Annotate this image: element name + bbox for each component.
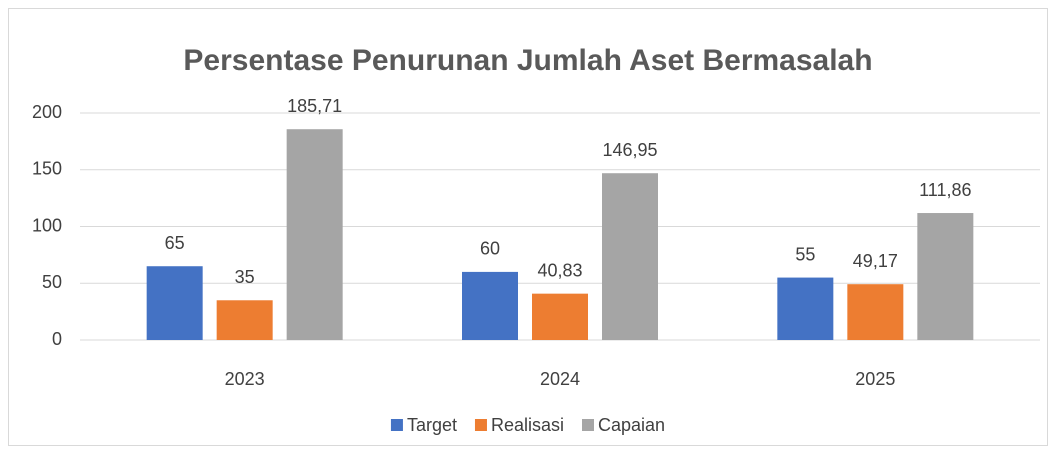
bar bbox=[602, 173, 658, 340]
bar bbox=[917, 213, 974, 340]
legend-swatch bbox=[390, 419, 403, 431]
data-label: 185,71 bbox=[287, 96, 342, 116]
data-label: 55 bbox=[795, 244, 815, 264]
y-tick-label: 50 bbox=[42, 272, 62, 292]
data-label: 60 bbox=[480, 239, 500, 259]
legend-label: Target bbox=[407, 415, 457, 435]
y-tick-label: 0 bbox=[52, 329, 62, 349]
y-tick-label: 100 bbox=[32, 215, 62, 235]
legend-swatch bbox=[474, 419, 487, 431]
bar bbox=[777, 277, 834, 340]
bar bbox=[462, 271, 518, 340]
y-tick-label: 150 bbox=[32, 159, 62, 179]
data-label: 49,17 bbox=[853, 251, 898, 271]
legend-label: Capaian bbox=[598, 415, 665, 435]
data-label: 146,95 bbox=[602, 140, 657, 160]
bar bbox=[286, 129, 343, 340]
x-tick-label: 2023 bbox=[225, 369, 265, 389]
bar bbox=[146, 266, 203, 340]
x-tick-label: 2025 bbox=[855, 369, 895, 389]
legend-swatch bbox=[582, 419, 594, 431]
bar bbox=[532, 293, 588, 340]
data-label: 65 bbox=[165, 233, 185, 253]
legend-label: Realisasi bbox=[491, 415, 564, 435]
bar bbox=[847, 284, 904, 340]
x-tick-label: 2024 bbox=[540, 369, 580, 389]
data-label: 40,83 bbox=[537, 260, 582, 280]
chart-title: Persentase Penurunan Jumlah Aset Bermasa… bbox=[183, 44, 872, 77]
data-label: 111,86 bbox=[919, 180, 971, 200]
bar bbox=[216, 300, 273, 340]
y-tick-label: 200 bbox=[32, 102, 62, 122]
data-label: 35 bbox=[235, 267, 255, 287]
